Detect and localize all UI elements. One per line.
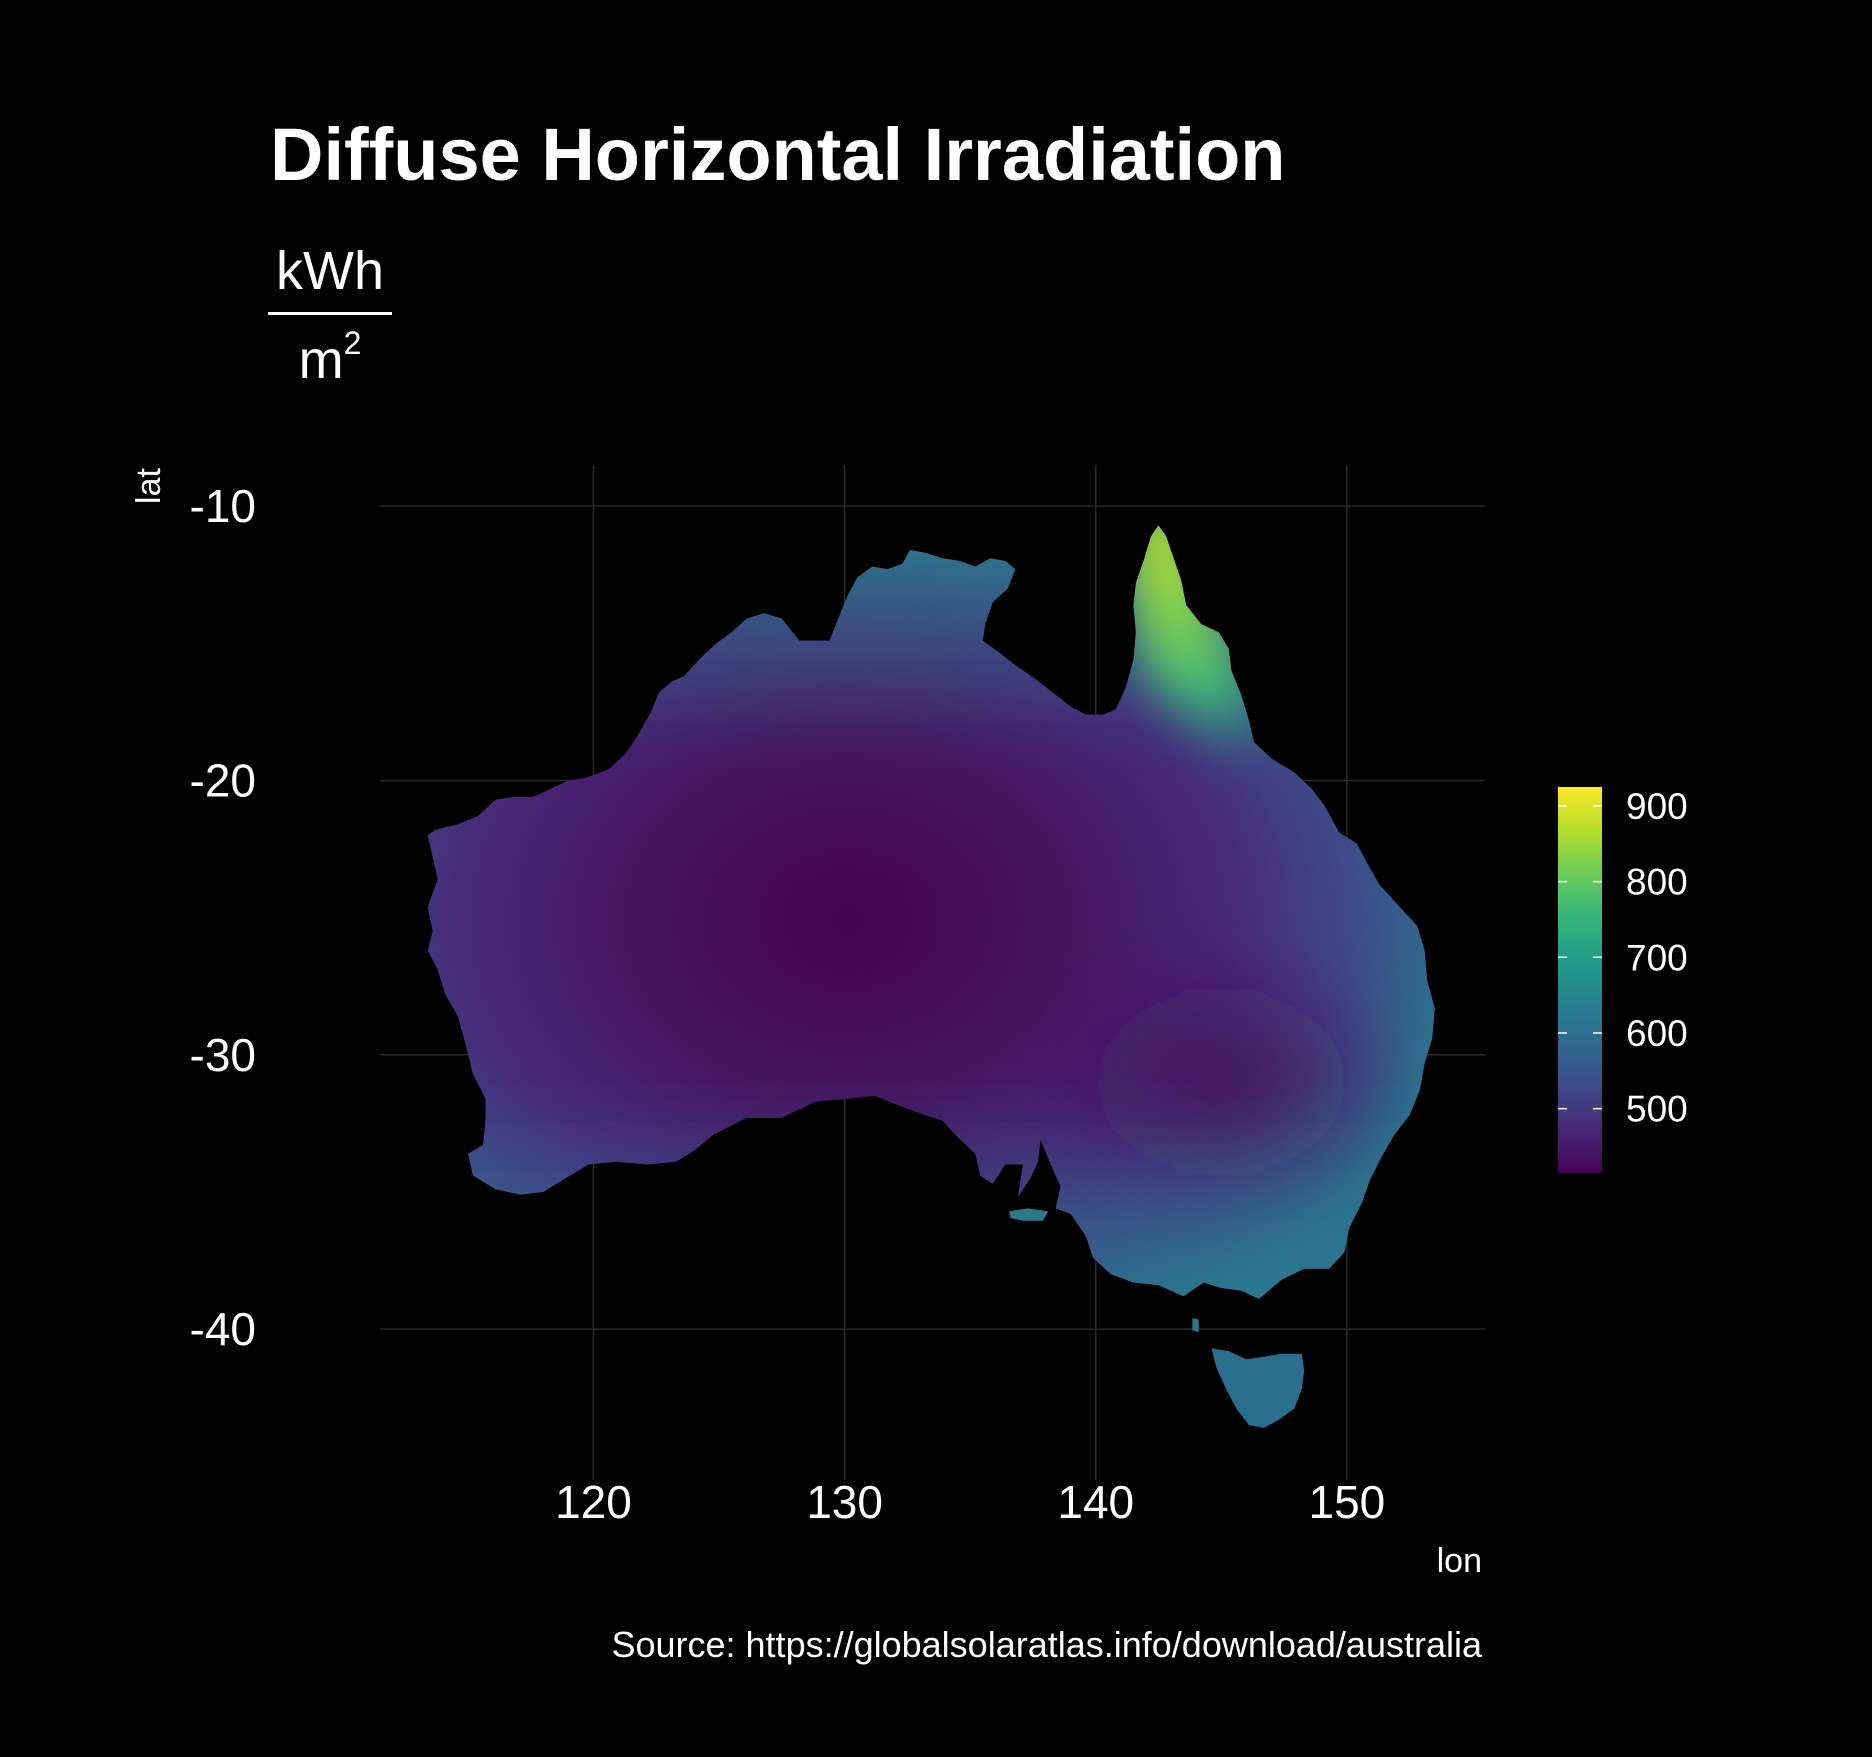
tasmania [1211,1348,1305,1428]
unit-numerator: kWh [276,241,384,301]
unit-denominator-exponent: 2 [343,325,362,361]
y-axis-label: lat [130,467,168,503]
legend-tick-label: 500 [1626,1089,1688,1130]
legend-tick-label: 900 [1626,786,1688,827]
x-axis-label: lon [1437,1542,1482,1580]
legend-tick-label: 700 [1626,937,1688,978]
chart-title: Diffuse Horizontal Irradiation [270,113,1286,196]
legend-ticks: 500 600 700 800 900 [1558,786,1688,1130]
fraction-bar [268,312,392,315]
y-tick-label: -30 [190,1029,256,1081]
legend-tick-label: 800 [1626,862,1688,903]
cape-york-high-zone [1130,525,1267,767]
x-tick-label: 140 [1057,1476,1134,1528]
legend-color-bar [1558,787,1602,1173]
y-tick-label: -20 [190,754,256,806]
unit-denominator-base: m [298,330,344,390]
y-tick-label: -10 [190,480,256,532]
x-tick-label: 150 [1309,1476,1386,1528]
x-axis-ticks: 120 130 140 150 [555,1476,1385,1528]
unit-subtitle: kWh m2 [268,244,392,387]
australia-map [427,525,1435,1428]
south-coast-tint [427,1095,1435,1299]
color-legend: 500 600 700 800 900 [1558,786,1688,1173]
kangaroo-island [1009,1208,1048,1221]
mainland-fill [427,525,1435,1299]
legend-tick-label: 600 [1626,1013,1688,1054]
x-tick-label: 130 [806,1476,883,1528]
north-coast-tint [427,525,1435,754]
y-axis-ticks: -10 -20 -30 -40 [190,480,256,1355]
y-tick-label: -40 [190,1303,256,1355]
x-tick-label: 120 [555,1476,632,1528]
king-island [1192,1318,1199,1332]
source-caption: Source: https://globalsolaratlas.info/do… [611,1624,1482,1665]
unit-denominator: m2 [268,327,392,387]
